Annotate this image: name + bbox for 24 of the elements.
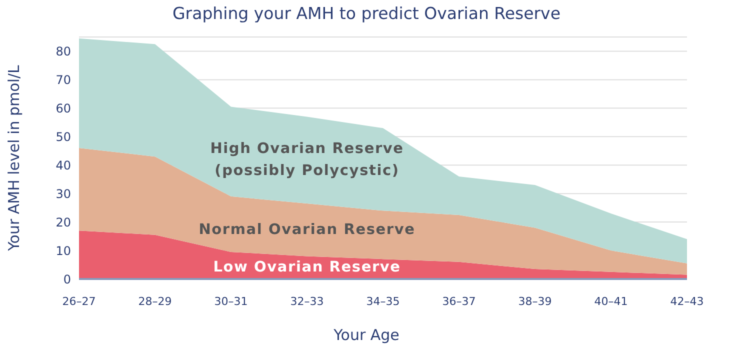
x-axis-title: Your Age bbox=[332, 326, 400, 344]
y-tick-label: 80 bbox=[56, 44, 71, 58]
series-label: Normal Ovarian Reserve bbox=[198, 222, 416, 238]
x-tick-label: 26–27 bbox=[62, 294, 96, 308]
y-tick-label: 40 bbox=[56, 158, 71, 172]
y-tick-label: 70 bbox=[56, 72, 71, 87]
x-tick-label: 34–35 bbox=[366, 294, 400, 308]
series-label: High Ovarian Reserve (possibly Polycystic) bbox=[210, 141, 404, 180]
y-tick-label: 0 bbox=[63, 272, 71, 286]
x-tick-label: 30–31 bbox=[214, 294, 248, 308]
x-tick-label: 36–37 bbox=[442, 294, 476, 308]
x-tick-label: 32–33 bbox=[290, 294, 324, 308]
y-tick-label: 20 bbox=[56, 215, 71, 230]
y-tick-label: 10 bbox=[56, 244, 71, 258]
x-tick-label: 38–39 bbox=[518, 294, 552, 308]
y-tick-label: 30 bbox=[56, 186, 71, 201]
y-tick-label: 50 bbox=[56, 130, 71, 144]
x-tick-label: 40–41 bbox=[594, 294, 628, 308]
chart-title: Graphing your AMH to predict Ovarian Reserve bbox=[172, 4, 562, 23]
y-axis-title: Your AMH level in pmol/L bbox=[5, 65, 23, 251]
x-tick-label: 28–29 bbox=[138, 294, 172, 308]
y-tick-label: 60 bbox=[56, 101, 71, 116]
x-tick-label: 42–43 bbox=[670, 294, 704, 308]
series-label: Low Ovarian Reserve bbox=[213, 260, 401, 276]
